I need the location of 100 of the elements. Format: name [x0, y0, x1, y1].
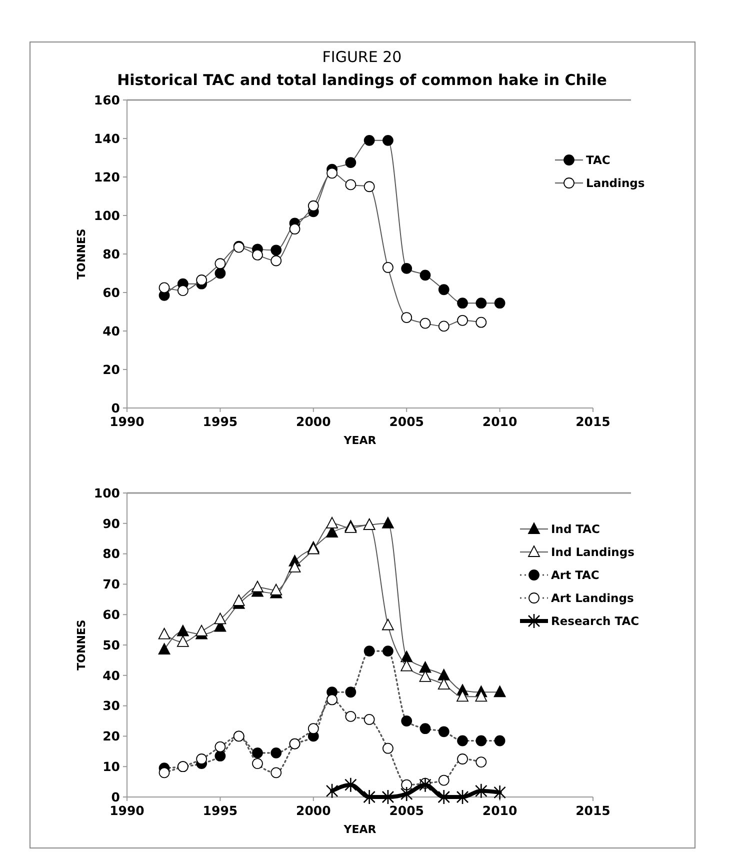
point	[326, 516, 338, 528]
point	[345, 686, 356, 698]
point	[420, 318, 431, 329]
point	[420, 723, 431, 734]
point	[214, 258, 226, 270]
point	[158, 628, 170, 640]
y-tick-label: 20	[102, 362, 120, 377]
point	[363, 789, 376, 805]
x-tick-label: 1990	[110, 803, 145, 818]
point	[382, 742, 394, 754]
point	[456, 690, 468, 702]
point	[308, 200, 319, 212]
x-axis-title: YEAR	[342, 823, 377, 836]
point	[288, 561, 301, 572]
point	[438, 774, 450, 786]
y-tick-label: 50	[102, 637, 120, 652]
point	[214, 612, 226, 624]
point	[382, 516, 394, 528]
point	[494, 298, 506, 309]
point	[252, 580, 264, 592]
point	[252, 250, 263, 260]
point	[176, 624, 189, 636]
y-tick-label: 20	[102, 728, 120, 744]
point	[401, 716, 412, 726]
point	[158, 282, 170, 294]
point	[270, 244, 282, 256]
point	[438, 284, 450, 296]
point	[457, 754, 468, 764]
y-tick-label: 90	[102, 516, 120, 531]
x-tick-label: 2015	[576, 803, 610, 818]
point	[438, 789, 450, 805]
point	[475, 783, 488, 799]
x-tick-label: 2000	[296, 414, 332, 429]
point	[456, 789, 469, 805]
point	[420, 270, 431, 281]
point	[270, 747, 282, 758]
point	[326, 783, 338, 799]
point	[400, 650, 413, 662]
y-axis-title: TONNES	[75, 620, 88, 670]
point	[344, 522, 357, 533]
point	[475, 690, 488, 702]
y-tick-label: 30	[102, 698, 120, 714]
point	[382, 618, 394, 630]
x-tick-label: 1990	[110, 414, 145, 429]
y-axis-title: TONNES	[75, 228, 88, 280]
point	[457, 314, 468, 326]
y-tick-label: 80	[102, 546, 120, 562]
y-tick-label: 100	[94, 485, 120, 500]
point	[345, 179, 356, 190]
x-tick-label: 2005	[389, 803, 424, 818]
point	[252, 747, 263, 758]
point	[158, 767, 170, 778]
y-tick-label: 10	[102, 758, 120, 774]
point	[494, 784, 506, 800]
point	[400, 786, 413, 802]
legend-label: Art Landings	[551, 591, 634, 606]
y-tick-label: 140	[94, 130, 120, 146]
y-tick-label: 60	[102, 284, 120, 300]
point	[214, 741, 226, 752]
point	[382, 646, 394, 657]
point	[270, 255, 282, 266]
point	[438, 678, 450, 690]
point	[344, 777, 357, 792]
point	[232, 594, 245, 606]
x-tick-label: 2010	[482, 803, 518, 818]
point	[476, 735, 487, 746]
point	[457, 735, 468, 746]
point	[382, 262, 394, 273]
point	[177, 285, 188, 296]
y-tick-label: 60	[102, 606, 120, 622]
legend-label: Ind TAC	[551, 522, 600, 536]
x-tick-label: 2005	[389, 414, 424, 429]
point	[419, 777, 432, 792]
point	[270, 584, 282, 596]
point	[476, 316, 487, 328]
point	[345, 710, 356, 722]
legend-label: Research TAC	[551, 614, 640, 628]
x-tick-label: 1995	[202, 803, 238, 818]
point	[364, 134, 375, 146]
x-tick-label: 2000	[296, 803, 332, 818]
point	[214, 268, 226, 279]
chart-title: FIGURE 20	[322, 48, 402, 66]
point	[494, 735, 506, 746]
point	[252, 758, 263, 770]
point	[345, 157, 356, 168]
y-tick-label: 70	[102, 576, 120, 592]
point	[476, 756, 487, 768]
point	[400, 660, 413, 672]
point	[382, 789, 394, 805]
legend-label: TAC	[586, 153, 610, 168]
y-tick-label: 160	[94, 92, 120, 108]
point	[401, 262, 412, 274]
point	[364, 646, 375, 657]
y-tick-label: 100	[94, 208, 120, 223]
x-axis-title: YEAR	[342, 434, 377, 447]
point	[308, 723, 319, 734]
point	[326, 694, 338, 706]
point	[401, 312, 412, 323]
point	[158, 643, 170, 655]
y-tick-label: 40	[102, 668, 120, 683]
